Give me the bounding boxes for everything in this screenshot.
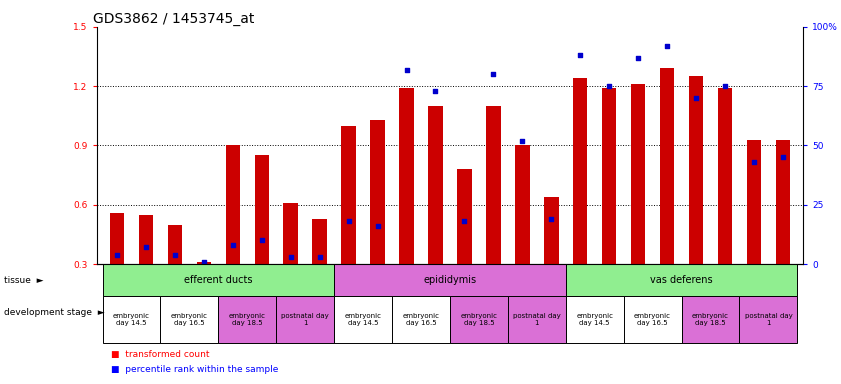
Text: ■  percentile rank within the sample: ■ percentile rank within the sample <box>111 365 278 374</box>
Bar <box>602 88 616 264</box>
Bar <box>566 296 624 343</box>
Text: postnatal day
1: postnatal day 1 <box>513 313 561 326</box>
Bar <box>544 197 558 264</box>
Bar <box>109 213 124 264</box>
Point <box>371 223 384 229</box>
Point <box>399 66 413 73</box>
Point <box>747 159 760 165</box>
Bar <box>399 88 414 264</box>
Point <box>544 216 558 222</box>
Bar <box>167 225 182 264</box>
Bar <box>219 296 276 343</box>
Bar <box>515 146 530 264</box>
Point <box>718 83 732 89</box>
Bar <box>161 296 219 343</box>
Text: tissue  ►: tissue ► <box>4 276 44 285</box>
Bar <box>486 106 500 264</box>
Point <box>574 52 587 58</box>
Text: postnatal day
1: postnatal day 1 <box>281 313 329 326</box>
Point <box>602 83 616 89</box>
Text: embryonic
day 16.5: embryonic day 16.5 <box>634 313 671 326</box>
Point <box>226 242 240 248</box>
Bar <box>566 264 797 296</box>
Bar <box>450 296 508 343</box>
Point <box>168 252 182 258</box>
Bar <box>689 76 703 264</box>
Text: efferent ducts: efferent ducts <box>184 275 252 285</box>
Text: ■  transformed count: ■ transformed count <box>111 350 209 359</box>
Bar <box>747 139 761 264</box>
Bar <box>392 296 450 343</box>
Bar <box>334 264 566 296</box>
Point <box>516 137 529 144</box>
Bar <box>197 262 211 264</box>
Bar <box>739 296 797 343</box>
Point <box>342 218 356 224</box>
Bar <box>624 296 681 343</box>
Text: embryonic
day 18.5: embryonic day 18.5 <box>460 313 497 326</box>
Text: embryonic
day 14.5: embryonic day 14.5 <box>576 313 613 326</box>
Bar <box>508 296 566 343</box>
Bar <box>370 120 385 264</box>
Point <box>632 55 645 61</box>
Point <box>776 154 790 161</box>
Bar <box>334 296 392 343</box>
Point <box>660 43 674 49</box>
Bar <box>103 264 334 296</box>
Text: embryonic
day 18.5: embryonic day 18.5 <box>229 313 266 326</box>
Bar <box>283 203 298 264</box>
Bar <box>717 88 733 264</box>
Point <box>429 88 442 94</box>
Point <box>458 218 471 224</box>
Text: vas deferens: vas deferens <box>650 275 713 285</box>
Bar <box>103 296 161 343</box>
Bar <box>341 126 356 264</box>
Bar <box>458 169 472 264</box>
Text: embryonic
day 18.5: embryonic day 18.5 <box>692 313 729 326</box>
Text: epididymis: epididymis <box>423 275 477 285</box>
Point <box>197 258 210 265</box>
Text: GDS3862 / 1453745_at: GDS3862 / 1453745_at <box>93 12 255 26</box>
Bar <box>681 296 739 343</box>
Text: embryonic
day 14.5: embryonic day 14.5 <box>345 313 382 326</box>
Text: embryonic
day 14.5: embryonic day 14.5 <box>113 313 150 326</box>
Bar <box>428 106 442 264</box>
Bar <box>775 139 791 264</box>
Bar <box>255 156 269 264</box>
Point <box>140 244 153 250</box>
Bar <box>276 296 334 343</box>
Bar <box>660 68 674 264</box>
Bar <box>139 215 153 264</box>
Text: development stage  ►: development stage ► <box>4 308 105 317</box>
Point <box>487 71 500 78</box>
Text: embryonic
day 16.5: embryonic day 16.5 <box>171 313 208 326</box>
Point <box>690 95 703 101</box>
Bar <box>225 146 240 264</box>
Text: postnatal day
1: postnatal day 1 <box>744 313 792 326</box>
Point <box>284 254 298 260</box>
Bar <box>573 78 588 264</box>
Point <box>313 254 326 260</box>
Bar <box>312 218 327 264</box>
Text: embryonic
day 16.5: embryonic day 16.5 <box>403 313 440 326</box>
Point <box>255 237 268 243</box>
Point <box>110 252 124 258</box>
Bar <box>631 84 645 264</box>
